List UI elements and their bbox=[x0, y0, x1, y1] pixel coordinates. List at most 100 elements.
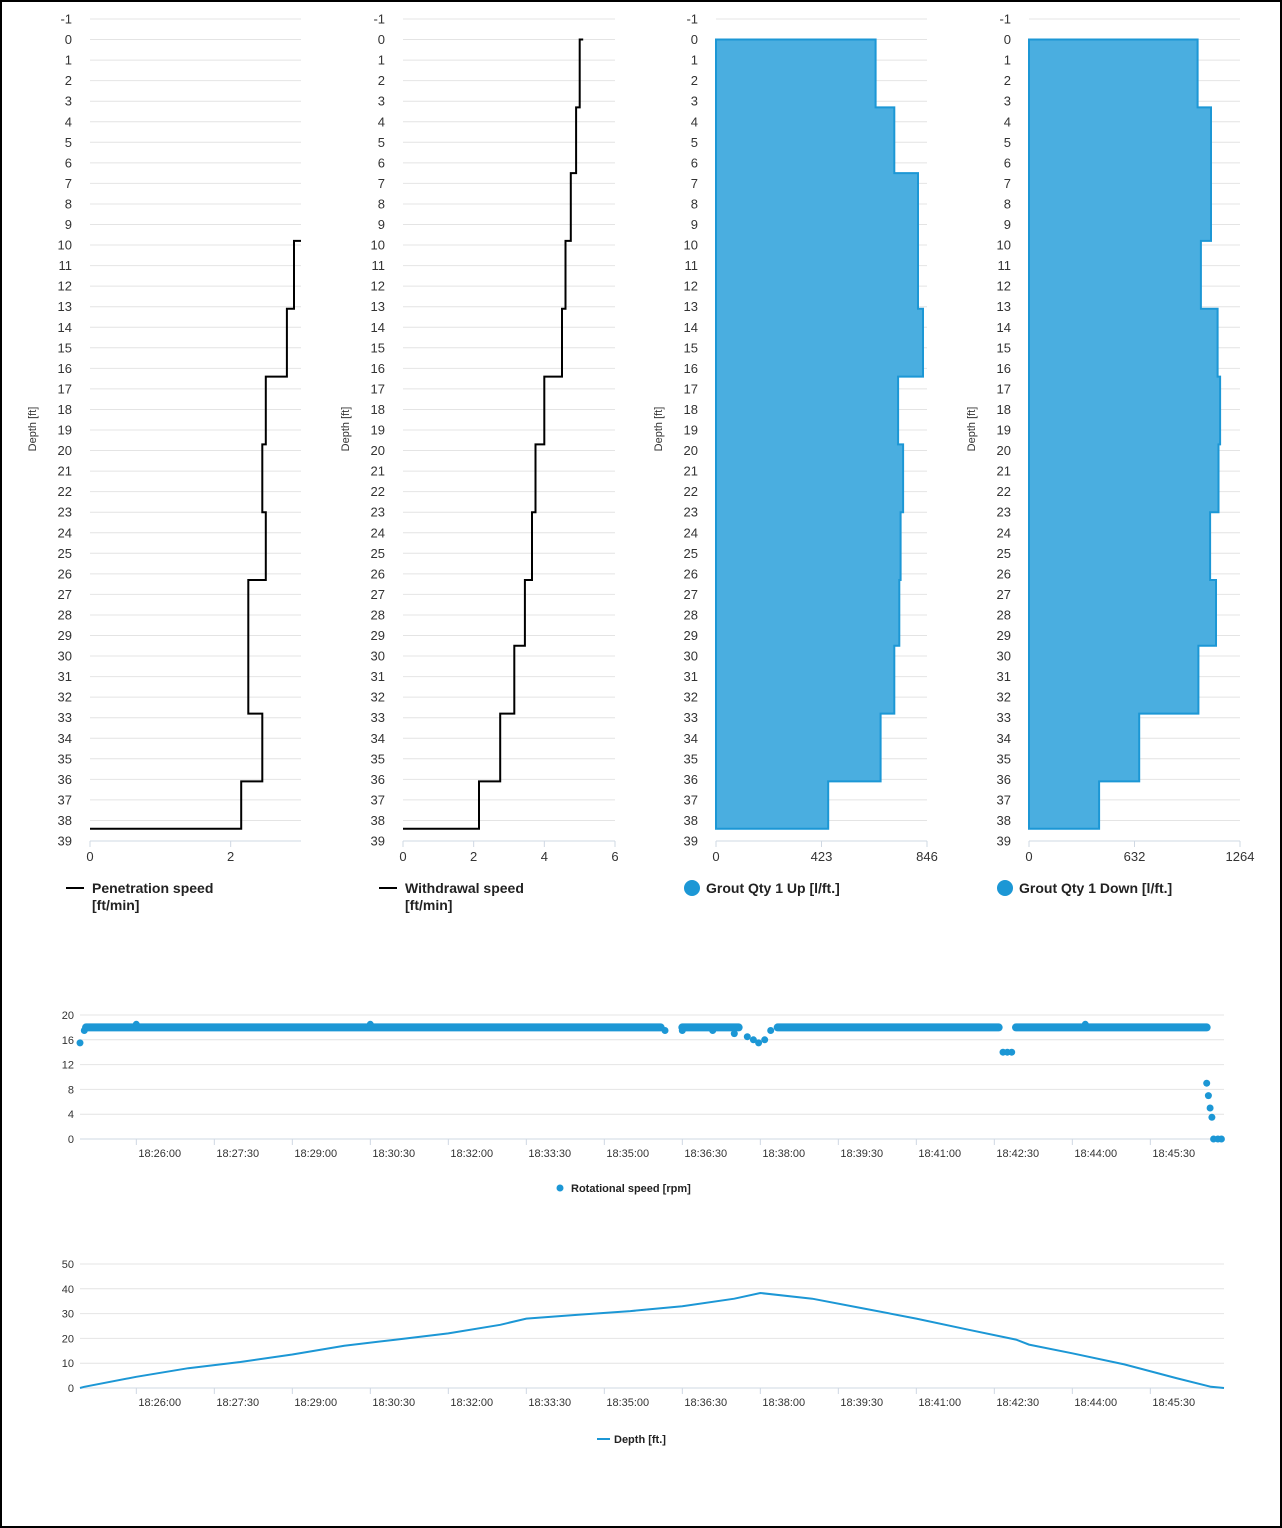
depth-tick-label: 23 bbox=[58, 505, 72, 520]
depth-tick-label: 20 bbox=[58, 443, 72, 458]
time-tick-label: 18:30:30 bbox=[372, 1397, 415, 1409]
depth-tick-label: 12 bbox=[58, 279, 72, 294]
depth-tick-label: 28 bbox=[58, 607, 72, 622]
depth-tick-label: 25 bbox=[371, 546, 385, 561]
depth-tick-label: 1 bbox=[378, 53, 385, 68]
time-tick-label: 18:29:00 bbox=[294, 1148, 337, 1160]
depth-tick-label: 22 bbox=[58, 484, 72, 499]
depth-tick-label: 29 bbox=[58, 628, 72, 643]
depth-tick-label: -1 bbox=[60, 12, 72, 27]
legend-marker bbox=[556, 1184, 564, 1192]
depth-tick-label: 18 bbox=[371, 402, 385, 417]
legend-label: Grout Qty 1 Down [l/ft.] bbox=[1019, 880, 1172, 896]
time-tick-label: 18:45:30 bbox=[1152, 1397, 1195, 1409]
x-tick-label: 0 bbox=[712, 849, 719, 864]
depth-tick-label: 34 bbox=[58, 731, 72, 746]
depth-tick-label: 35 bbox=[58, 751, 72, 766]
y-tick-label: 50 bbox=[62, 1259, 74, 1271]
depth-tick-label: 15 bbox=[371, 340, 385, 355]
y-tick-label: 4 bbox=[68, 1109, 74, 1121]
depth-tick-label: 6 bbox=[691, 155, 698, 170]
depth-tick-label: 31 bbox=[371, 669, 385, 684]
depth-tick-label: 31 bbox=[684, 669, 698, 684]
time-tick-label: 18:38:00 bbox=[762, 1148, 805, 1160]
legend-marker bbox=[684, 880, 700, 896]
depth-tick-label: 23 bbox=[371, 505, 385, 520]
depth-tick-label: 31 bbox=[58, 669, 72, 684]
rpm-data-point bbox=[661, 1027, 669, 1034]
depth-tick-label: 0 bbox=[378, 32, 385, 47]
depth-tick-label: 17 bbox=[58, 381, 72, 396]
depth-tick-label: 25 bbox=[58, 546, 72, 561]
depth-tick-label: -1 bbox=[373, 12, 385, 27]
y-tick-label: 20 bbox=[62, 1010, 74, 1022]
depth-tick-label: 17 bbox=[371, 381, 385, 396]
depth-tick-label: 23 bbox=[997, 505, 1011, 520]
depth-tick-label: 18 bbox=[997, 402, 1011, 417]
depth-tick-label: 25 bbox=[684, 546, 698, 561]
depth-tick-label: 36 bbox=[371, 772, 385, 787]
depth-tick-label: 8 bbox=[65, 196, 72, 211]
depth-tick-label: 13 bbox=[684, 299, 698, 314]
depth-tick-label: 34 bbox=[997, 731, 1011, 746]
y-tick-label: 16 bbox=[62, 1035, 74, 1047]
depth-tick-label: 19 bbox=[997, 423, 1011, 438]
depth-tick-label: 30 bbox=[997, 649, 1011, 664]
depth-tick-label: 12 bbox=[997, 279, 1011, 294]
x-tick-label: 1264 bbox=[1226, 849, 1255, 864]
depth-tick-label: 36 bbox=[997, 772, 1011, 787]
x-tick-label: 0 bbox=[86, 849, 93, 864]
depth-tick-label: 24 bbox=[684, 525, 698, 540]
depth-tick-label: 7 bbox=[378, 176, 385, 191]
rpm-data-point bbox=[755, 1039, 763, 1047]
depth-tick-label: 9 bbox=[65, 217, 72, 232]
depth-tick-label: 14 bbox=[58, 320, 72, 335]
depth-tick-label: 8 bbox=[691, 196, 698, 211]
depth-tick-label: 17 bbox=[684, 381, 698, 396]
y-tick-label: 30 bbox=[62, 1309, 74, 1321]
rpm-data-point bbox=[1081, 1020, 1089, 1028]
depth-tick-label: 23 bbox=[684, 505, 698, 520]
depth-tick-label: 21 bbox=[371, 464, 385, 479]
depth-tick-label: -1 bbox=[686, 12, 698, 27]
depth-tick-label: 5 bbox=[378, 135, 385, 150]
x-tick-label: 6 bbox=[611, 849, 618, 864]
depth-tick-label: 24 bbox=[997, 525, 1011, 540]
depth-tick-label: 26 bbox=[371, 566, 385, 581]
rpm-data-point bbox=[76, 1039, 84, 1047]
depth-tick-label: 33 bbox=[997, 710, 1011, 725]
legend-label: Penetration speed bbox=[92, 880, 213, 896]
speed-line-series bbox=[403, 38, 584, 830]
depth-tick-label: 20 bbox=[371, 443, 385, 458]
depth-tick-label: 24 bbox=[58, 525, 72, 540]
y-tick-label: 12 bbox=[62, 1060, 74, 1072]
depth-tick-label: 39 bbox=[371, 834, 385, 849]
legend-label: Rotational speed [rpm] bbox=[571, 1183, 691, 1195]
depth-tick-label: 37 bbox=[371, 792, 385, 807]
y-tick-label: 10 bbox=[62, 1358, 74, 1370]
depth-tick-label: 5 bbox=[1004, 135, 1011, 150]
depth-tick-label: 33 bbox=[371, 710, 385, 725]
x-tick-label: 4 bbox=[541, 849, 548, 864]
depth-tick-label: 16 bbox=[684, 361, 698, 376]
depth-tick-label: 24 bbox=[371, 525, 385, 540]
time-tick-label: 18:44:00 bbox=[1074, 1397, 1117, 1409]
depth-tick-label: 13 bbox=[997, 299, 1011, 314]
depth-tick-label: 28 bbox=[371, 607, 385, 622]
time-tick-label: 18:33:30 bbox=[528, 1397, 571, 1409]
depth-tick-label: 32 bbox=[371, 690, 385, 705]
depth-tick-label: 14 bbox=[684, 320, 698, 335]
depth-tick-label: 7 bbox=[65, 176, 72, 191]
depth-tick-label: 15 bbox=[684, 340, 698, 355]
depth-tick-label: 33 bbox=[684, 710, 698, 725]
rpm-data-point bbox=[743, 1033, 751, 1041]
depth-tick-label: 1 bbox=[1004, 53, 1011, 68]
y-tick-label: 0 bbox=[68, 1134, 74, 1146]
depth-tick-label: 32 bbox=[684, 690, 698, 705]
time-tick-label: 18:41:00 bbox=[918, 1397, 961, 1409]
depth-tick-label: 4 bbox=[378, 114, 385, 129]
rpm-data-point bbox=[1206, 1104, 1214, 1112]
depth-tick-label: 10 bbox=[997, 238, 1011, 253]
depth-tick-label: 8 bbox=[1004, 196, 1011, 211]
depth-tick-label: 19 bbox=[58, 423, 72, 438]
